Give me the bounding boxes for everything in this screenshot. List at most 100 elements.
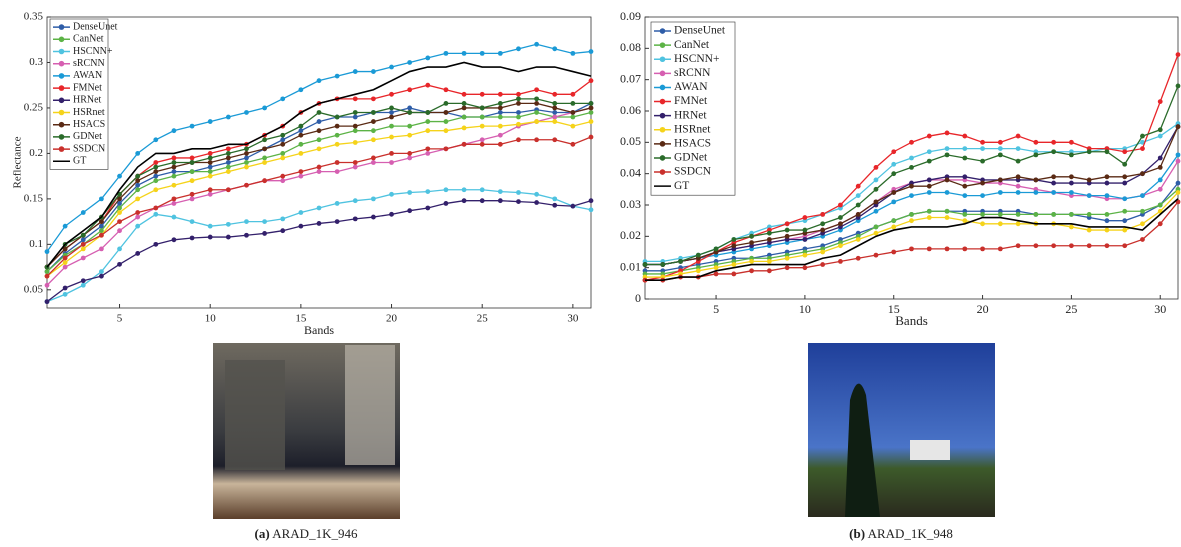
data-point <box>462 106 467 111</box>
data-point <box>407 106 412 111</box>
data-point <box>1016 146 1021 151</box>
data-point <box>856 203 861 208</box>
legend-label: HSCNN+ <box>674 53 719 65</box>
data-point <box>371 96 376 101</box>
data-point <box>208 187 213 192</box>
data-point <box>45 299 50 304</box>
data-point <box>980 181 985 186</box>
data-point <box>208 174 213 179</box>
data-point <box>317 110 322 115</box>
legend-label: SSDCN <box>674 166 712 178</box>
data-point <box>1176 84 1181 89</box>
data-point <box>891 190 896 195</box>
data-point <box>998 212 1003 217</box>
legend-label: HSACS <box>674 137 711 149</box>
legend-label: FMNet <box>674 95 708 107</box>
legend-marker <box>59 49 65 55</box>
data-point <box>820 262 825 267</box>
data-point <box>803 253 808 258</box>
data-point <box>980 193 985 198</box>
data-point <box>498 110 503 115</box>
page: (a) ARAD_1K_946 (b) ARAD_1K_948 0.050.10… <box>0 0 1181 547</box>
data-point <box>480 92 485 97</box>
data-point <box>462 115 467 120</box>
data-point <box>407 133 412 138</box>
data-point <box>371 128 376 133</box>
data-point <box>45 269 50 274</box>
data-point <box>1051 140 1056 145</box>
data-point <box>244 183 249 188</box>
data-point <box>480 106 485 111</box>
data-point <box>153 174 158 179</box>
data-point <box>444 101 449 106</box>
data-point <box>1087 243 1092 248</box>
data-point <box>927 246 932 251</box>
data-point <box>803 265 808 270</box>
data-point <box>226 165 231 170</box>
data-point <box>785 221 790 226</box>
data-point <box>444 201 449 206</box>
data-point <box>1087 178 1092 183</box>
data-point <box>874 187 879 192</box>
data-point <box>998 190 1003 195</box>
data-point <box>714 246 719 251</box>
data-point <box>838 215 843 220</box>
data-point <box>1105 243 1110 248</box>
data-point <box>172 169 177 174</box>
data-point <box>980 212 985 217</box>
legend-marker <box>660 155 666 161</box>
data-point <box>172 237 177 242</box>
data-point <box>280 151 285 156</box>
data-point <box>280 228 285 233</box>
data-point <box>1158 127 1163 132</box>
data-point <box>208 160 213 165</box>
data-point <box>99 269 104 274</box>
data-point <box>208 235 213 240</box>
data-point <box>820 250 825 255</box>
data-point <box>838 221 843 226</box>
legend-marker <box>660 42 666 48</box>
data-point <box>135 215 140 220</box>
legend-marker <box>660 169 666 175</box>
data-point <box>962 184 967 189</box>
data-point <box>731 243 736 248</box>
data-point <box>962 193 967 198</box>
data-point <box>589 207 594 212</box>
data-point <box>407 110 412 115</box>
data-point <box>389 151 394 156</box>
data-point <box>1176 181 1181 186</box>
data-point <box>696 268 701 273</box>
legend-label: FMNet <box>73 82 102 93</box>
data-point <box>980 159 985 164</box>
data-point <box>1051 181 1056 186</box>
data-point <box>317 206 322 211</box>
data-point <box>462 101 467 106</box>
data-point <box>516 115 521 120</box>
data-point <box>1051 212 1056 217</box>
data-point <box>945 131 950 136</box>
data-point <box>1105 212 1110 217</box>
data-point <box>1105 193 1110 198</box>
data-point <box>353 160 358 165</box>
data-point <box>444 128 449 133</box>
data-point <box>244 165 249 170</box>
data-point <box>135 196 140 201</box>
y-tick-label: 0.15 <box>24 192 44 204</box>
y-tick-label: 0.01 <box>620 259 641 273</box>
x-tick-label: 20 <box>977 302 989 316</box>
data-point <box>589 119 594 124</box>
data-point <box>1016 184 1021 189</box>
data-point <box>117 174 122 179</box>
data-point <box>927 209 932 214</box>
data-point <box>516 122 521 127</box>
data-point <box>909 218 914 223</box>
data-point <box>534 119 539 124</box>
data-point <box>371 160 376 165</box>
data-point <box>570 101 575 106</box>
data-point <box>262 178 267 183</box>
legend-label: SSDCN <box>73 143 105 154</box>
data-point <box>803 237 808 242</box>
data-point <box>280 137 285 142</box>
data-point <box>570 204 575 209</box>
data-point <box>856 212 861 217</box>
